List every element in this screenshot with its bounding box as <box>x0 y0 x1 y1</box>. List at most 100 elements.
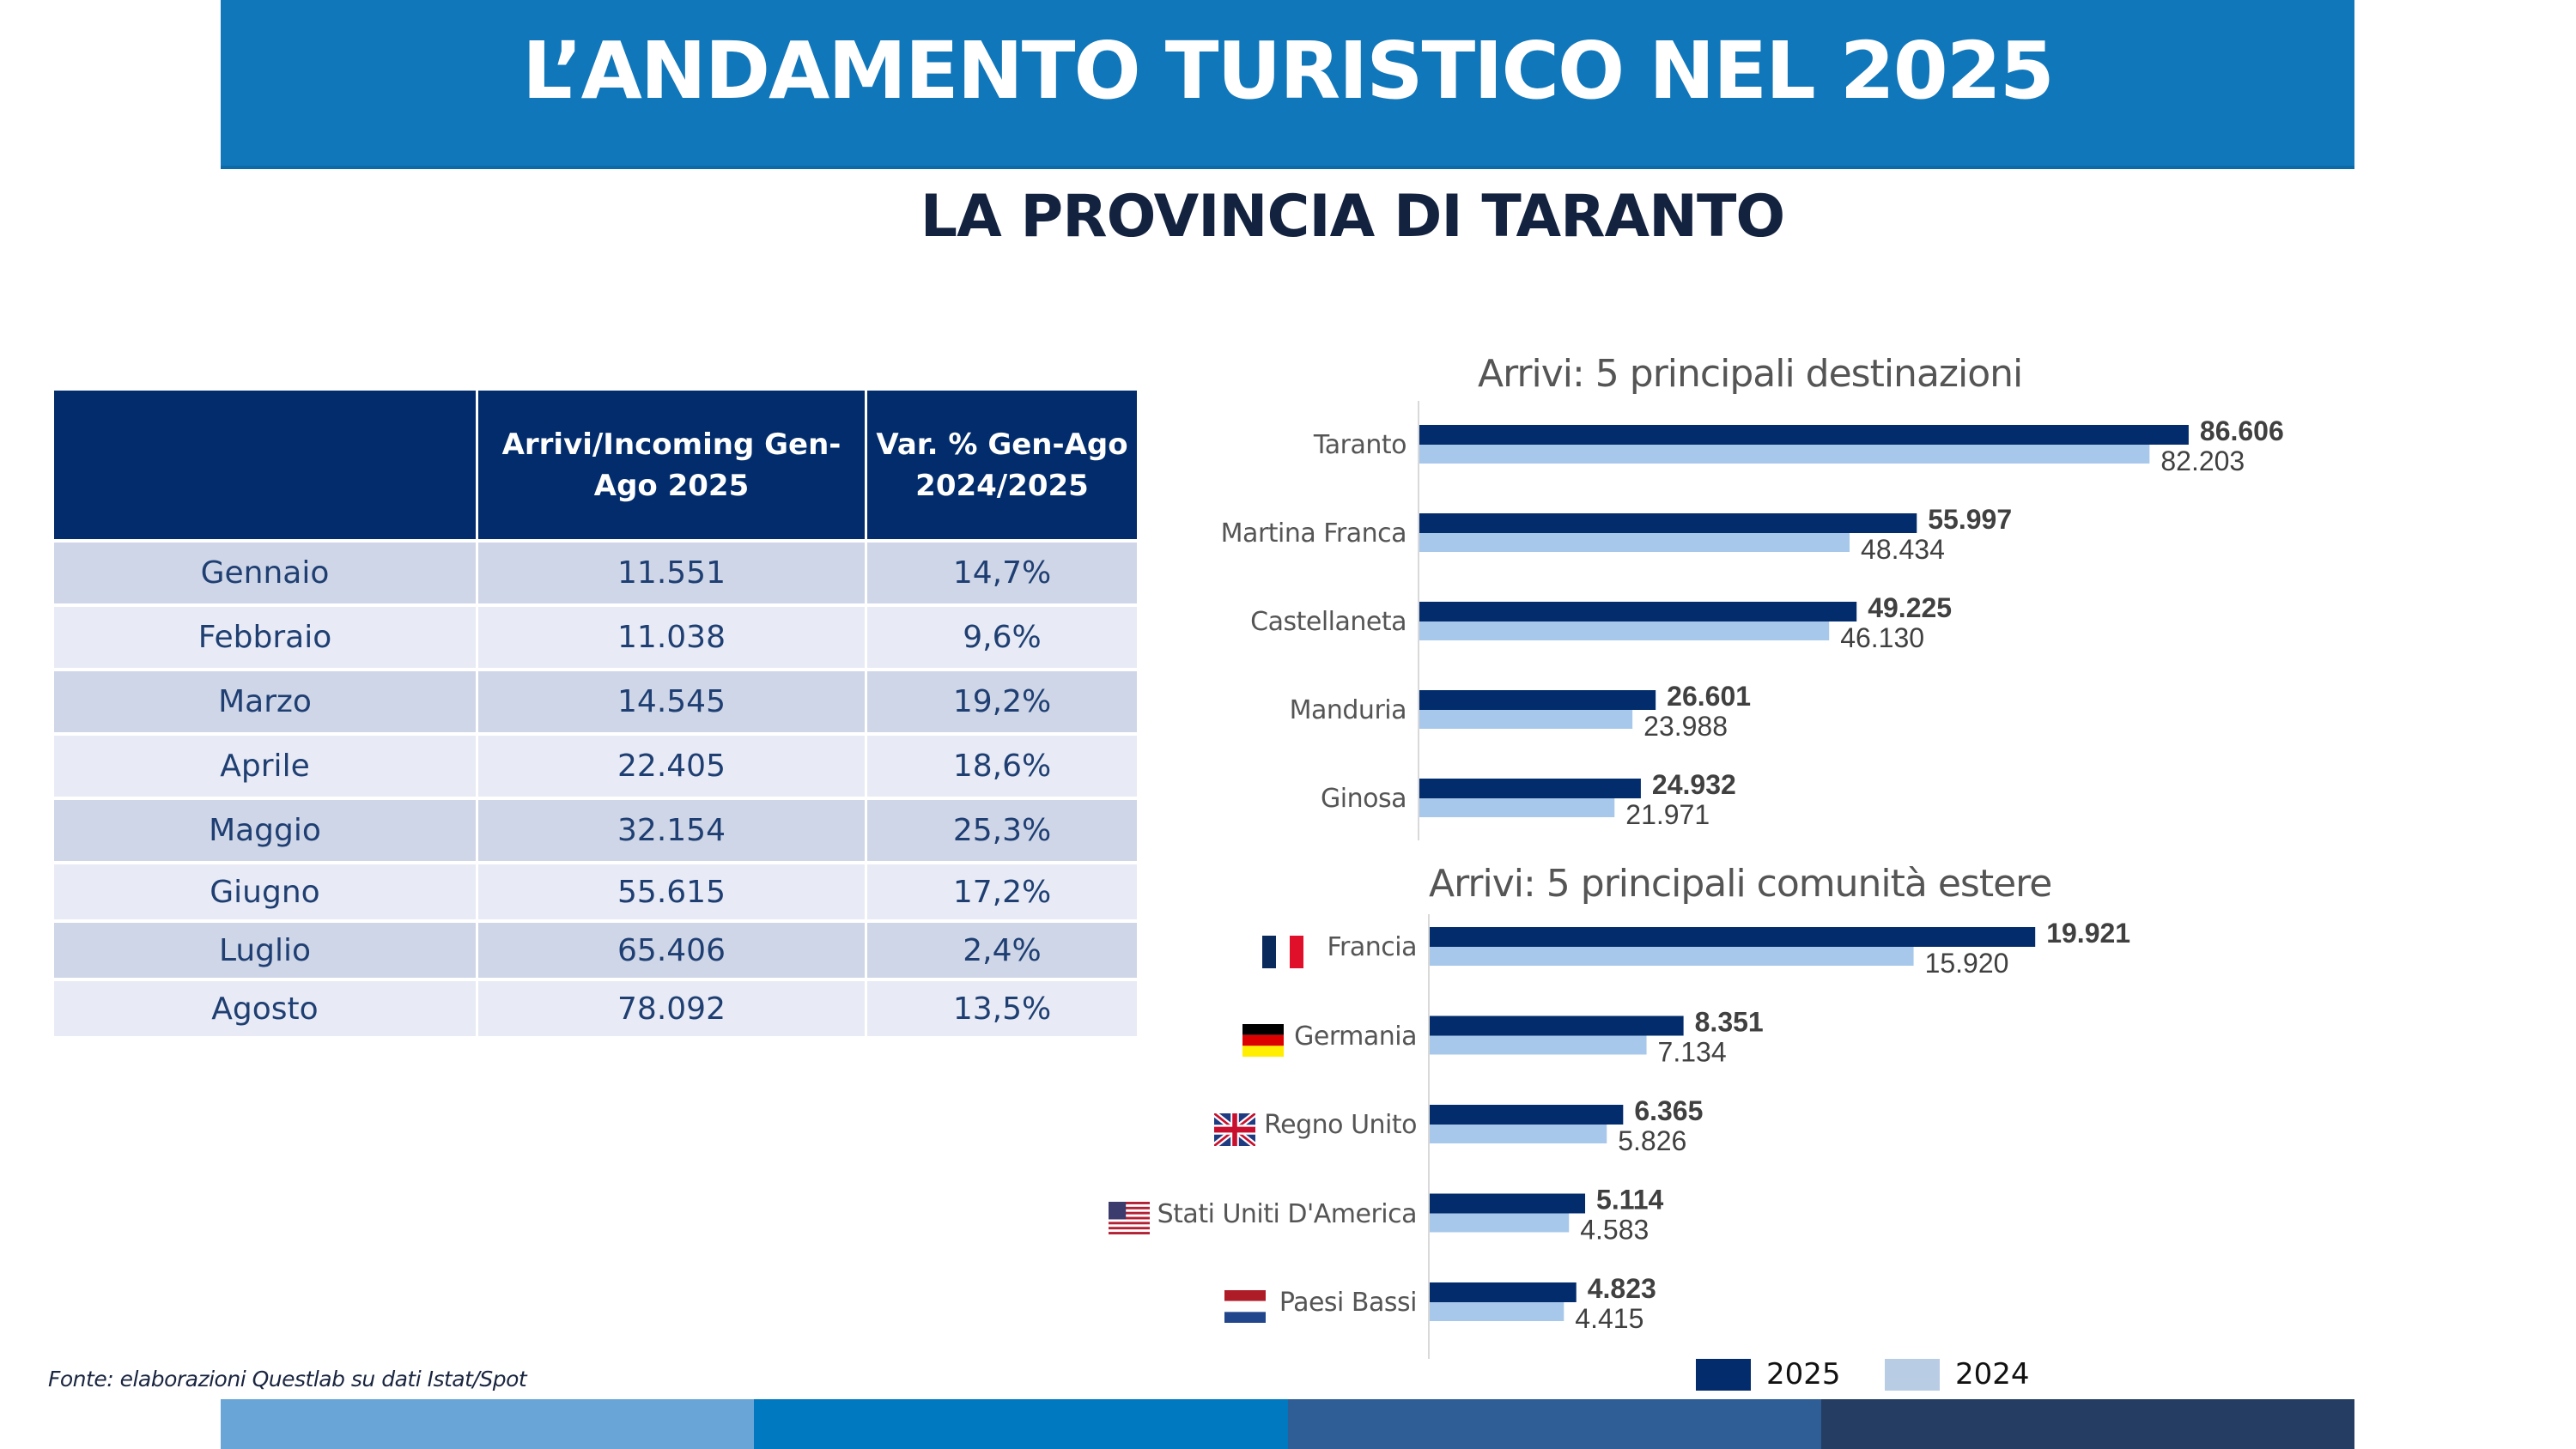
category-label: Taranto <box>1313 430 1407 460</box>
data-label-2024: 15.920 <box>1925 948 2009 979</box>
bar-2025-regno-unito <box>1430 1105 1624 1125</box>
category-label: Manduria <box>1289 695 1407 725</box>
data-label-2025: 24.932 <box>1652 769 1736 800</box>
category-label: Germania <box>1294 1021 1417 1052</box>
arrivi-cell: 14.545 <box>478 668 867 732</box>
category-label: Regno Unito <box>1264 1110 1417 1140</box>
bar-2025-francia <box>1430 927 2036 947</box>
netherlands-flag-icon <box>1224 1290 1266 1323</box>
bar-2025-germania <box>1430 1016 1684 1036</box>
category-label: Martina Franca <box>1220 518 1407 549</box>
legend-label-2024: 2024 <box>1955 1357 2030 1391</box>
source-note: Fonte: elaborazioni Questlab su dati Ist… <box>48 1367 527 1391</box>
bottom-color-bar <box>221 1399 2354 1449</box>
bar-2025-ginosa <box>1419 779 1641 798</box>
bar-2024-martina-franca <box>1419 533 1850 552</box>
data-label-2024: 4.415 <box>1575 1303 1643 1334</box>
data-label-2025: 4.823 <box>1588 1273 1656 1304</box>
bottom-bar-segment <box>1287 1399 1821 1449</box>
data-label-2024: 82.203 <box>2160 446 2245 476</box>
bar-2025-paesi-bassi <box>1430 1282 1577 1302</box>
monthly-arrivals-table: Arrivi/Incoming Gen-Ago 2025 Var. % Gen-… <box>54 391 1137 1036</box>
bar-2025-martina-franca <box>1419 513 1917 533</box>
data-label-2025: 19.921 <box>2046 918 2130 949</box>
month-cell: Febbraio <box>54 603 478 668</box>
page-subtitle: LA PROVINCIA DI TARANTO <box>920 183 1785 251</box>
data-label-2024: 48.434 <box>1861 534 1945 565</box>
arrivi-cell: 11.038 <box>478 603 867 668</box>
data-label-2024: 23.988 <box>1643 711 1728 742</box>
bar-2024-stati-uniti-d-america <box>1430 1213 1570 1233</box>
category-label: Castellaneta <box>1250 607 1406 637</box>
month-cell: Giugno <box>54 861 478 919</box>
france-flag-icon <box>1262 936 1303 968</box>
uk-flag-icon <box>1212 1110 1257 1149</box>
data-label-2025: 6.365 <box>1634 1095 1703 1126</box>
category-label: Francia <box>1327 932 1417 962</box>
month-cell: Gennaio <box>54 539 478 603</box>
variation-cell: 19,2% <box>867 668 1137 732</box>
bottom-bar-segment <box>221 1399 755 1449</box>
category-label: Stati Uniti D'America <box>1157 1198 1418 1229</box>
data-label-2024: 5.826 <box>1618 1125 1686 1156</box>
arrivi-cell: 78.092 <box>478 978 867 1036</box>
bar-2024-francia <box>1430 947 1914 966</box>
category-label: Paesi Bassi <box>1279 1288 1418 1318</box>
arrivi-cell: 11.551 <box>478 539 867 603</box>
arrivi-cell: 32.154 <box>478 797 867 861</box>
arrivi-cell: 22.405 <box>478 732 867 797</box>
germany-flag-icon <box>1242 1024 1284 1057</box>
bar-2025-taranto <box>1419 425 2189 445</box>
month-cell: Luglio <box>54 919 478 978</box>
data-label-2024: 7.134 <box>1658 1037 1727 1068</box>
month-cell: Maggio <box>54 797 478 861</box>
chart-communities-title: Arrivi: 5 principali comunità estere <box>1429 862 2052 906</box>
data-label-2025: 5.114 <box>1596 1185 1664 1216</box>
column-header-month <box>54 391 478 539</box>
variation-cell: 18,6% <box>867 732 1137 797</box>
table-row: Luglio 65.406 2,4% <box>54 919 1137 978</box>
table-row: Febbraio 11.038 9,6% <box>54 603 1137 668</box>
bar-2024-germania <box>1430 1035 1647 1055</box>
variation-cell: 13,5% <box>867 978 1137 1036</box>
month-cell: Marzo <box>54 668 478 732</box>
legend-swatch-2024 <box>1885 1359 1940 1391</box>
bar-2024-ginosa <box>1419 798 1615 817</box>
bar-2024-regno-unito <box>1430 1125 1607 1143</box>
bar-2025-stati-uniti-d-america <box>1430 1193 1586 1214</box>
arrivi-cell: 65.406 <box>478 919 867 978</box>
header-banner: L’ANDAMENTO TURISTICO NEL 2025 <box>221 0 2354 169</box>
bar-2025-castellaneta <box>1419 602 1857 621</box>
table-row: Gennaio 11.551 14,7% <box>54 539 1137 603</box>
category-label: Ginosa <box>1321 784 1406 814</box>
data-label-2025: 26.601 <box>1667 681 1751 712</box>
bar-2024-paesi-bassi <box>1430 1302 1564 1321</box>
data-label-2024: 46.130 <box>1840 622 1924 653</box>
variation-cell: 14,7% <box>867 539 1137 603</box>
data-label-2025: 49.225 <box>1868 592 1952 623</box>
arrivi-cell: 55.615 <box>478 861 867 919</box>
table-row: Maggio 32.154 25,3% <box>54 797 1137 861</box>
variation-cell: 2,4% <box>867 919 1137 978</box>
table-row: Giugno 55.615 17,2% <box>54 861 1137 919</box>
bar-2024-manduria <box>1419 710 1633 729</box>
page-title: L’ANDAMENTO TURISTICO NEL 2025 <box>522 25 2055 117</box>
bar-2025-manduria <box>1419 690 1656 710</box>
legend-swatch-2025 <box>1696 1359 1751 1391</box>
data-label-2024: 4.583 <box>1580 1215 1649 1246</box>
month-cell: Aprile <box>54 732 478 797</box>
data-label-2025: 55.997 <box>1928 504 2012 535</box>
column-header-variation: Var. % Gen-Ago 2024/2025 <box>867 391 1137 539</box>
bottom-bar-segment <box>1820 1399 2354 1449</box>
chart-destinations-title: Arrivi: 5 principali destinazioni <box>1478 352 2023 396</box>
data-label-2025: 8.351 <box>1695 1007 1764 1038</box>
table-row: Marzo 14.545 19,2% <box>54 668 1137 732</box>
column-header-arrivi: Arrivi/Incoming Gen-Ago 2025 <box>478 391 867 539</box>
bottom-bar-segment <box>754 1399 1288 1449</box>
table-row: Aprile 22.405 18,6% <box>54 732 1137 797</box>
usa-flag-icon <box>1109 1202 1150 1234</box>
data-label-2025: 86.606 <box>2200 415 2284 446</box>
variation-cell: 9,6% <box>867 603 1137 668</box>
legend-label-2025: 2025 <box>1766 1357 1841 1391</box>
